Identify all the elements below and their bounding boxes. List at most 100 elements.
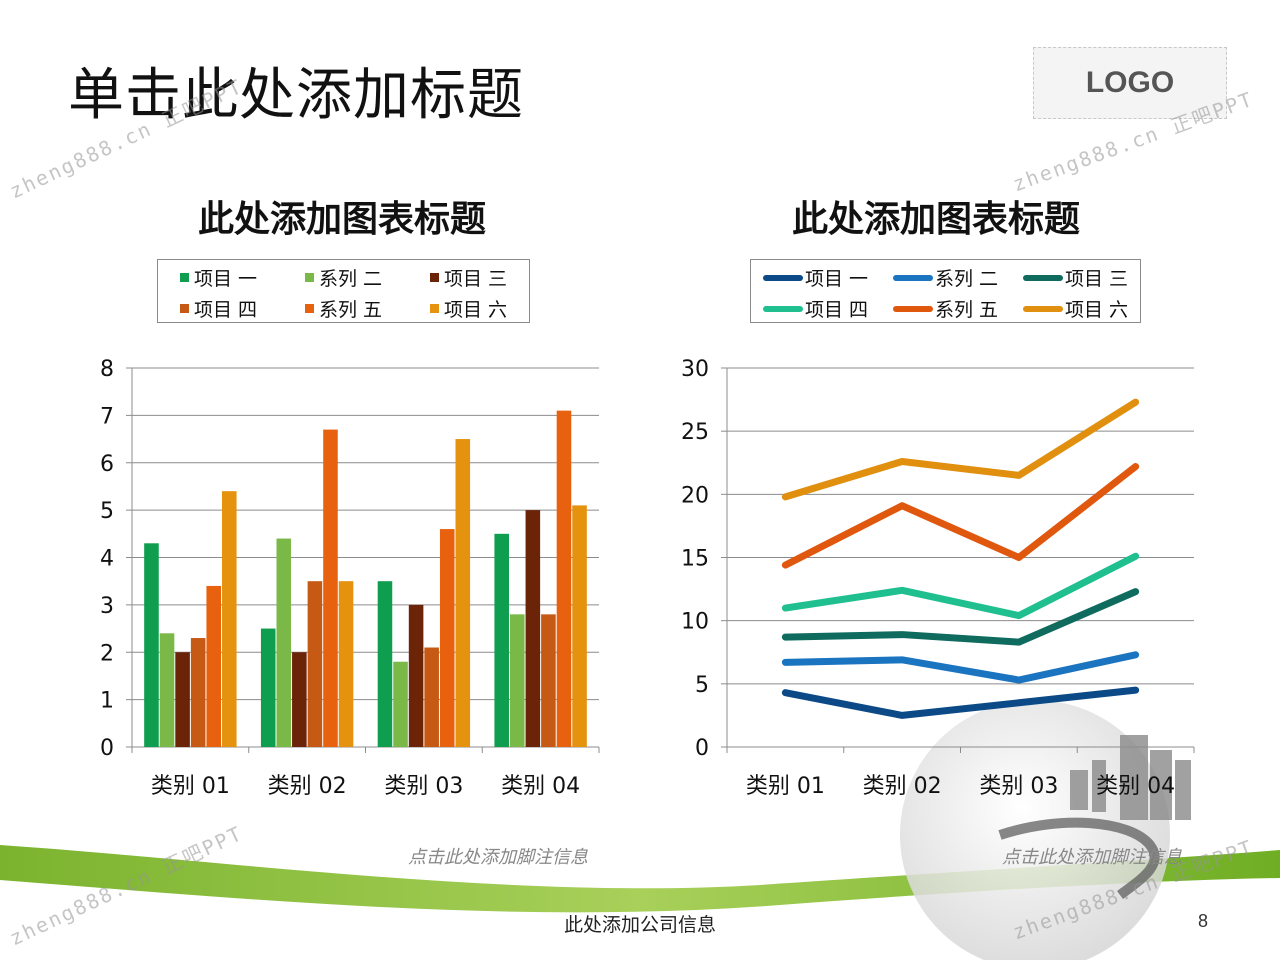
line-ytick-label: 20 <box>681 483 709 508</box>
series-line <box>781 588 1140 646</box>
legend-label: 项目 四 <box>805 299 869 321</box>
bar <box>525 510 541 747</box>
bar <box>338 581 354 747</box>
bar-ytick-label: 4 <box>100 547 114 572</box>
legend-swatch <box>893 305 933 312</box>
legend-item: 项目 三 <box>430 264 507 291</box>
bar-ytick-label: 7 <box>100 404 114 429</box>
line-chart-legend: 项目 一 系列 二 项目 三项目 四 系列 五 项目 六 <box>750 259 1141 323</box>
legend-swatch <box>180 304 189 313</box>
line-xtick-label: 类别 01 <box>746 774 825 799</box>
series-line <box>781 651 1140 684</box>
legend-label: 项目 一 <box>194 268 258 290</box>
logo-placeholder[interactable]: LOGO <box>1033 47 1227 119</box>
bar-ytick-label: 0 <box>100 736 114 761</box>
bar <box>190 638 206 747</box>
bar <box>377 581 393 747</box>
legend-swatch <box>1023 274 1063 281</box>
bar-ytick-label: 5 <box>100 499 114 524</box>
bar <box>455 439 471 747</box>
series-line <box>781 686 1140 719</box>
bar <box>206 585 222 747</box>
bar <box>494 533 509 747</box>
legend-item: 项目 四 <box>763 295 868 322</box>
line-ytick-label: 25 <box>681 420 709 445</box>
legend-swatch <box>430 304 439 313</box>
line-chart-title[interactable]: 此处添加图表标题 <box>791 199 1080 240</box>
bar-ytick-label: 8 <box>100 357 114 382</box>
bar-xtick-label: 类别 04 <box>501 774 580 799</box>
legend-label: 项目 三 <box>1065 268 1129 290</box>
series-line <box>781 463 1140 569</box>
bar-ytick-label: 1 <box>100 689 114 714</box>
line-ytick-label: 15 <box>681 547 709 572</box>
legend-item: 系列 二 <box>305 264 382 291</box>
bar-ytick-label: 2 <box>100 641 114 666</box>
legend-swatch <box>893 274 933 281</box>
line-xtick-label: 类别 03 <box>979 774 1058 799</box>
legend-label: 系列 二 <box>935 268 999 290</box>
page-number: 8 <box>1198 911 1209 931</box>
bar-chart-title[interactable]: 此处添加图表标题 <box>197 199 486 240</box>
legend-item: 系列 五 <box>305 295 382 322</box>
bar <box>159 633 175 747</box>
bar-xtick-label: 类别 03 <box>384 774 463 799</box>
slide-title[interactable]: 单击此处添加标题 <box>68 63 524 128</box>
line-ytick-label: 0 <box>695 736 709 761</box>
legend-label: 项目 四 <box>194 299 258 321</box>
legend-swatch <box>180 273 189 282</box>
legend-swatch <box>305 273 314 282</box>
city-image <box>1070 735 1191 820</box>
bar <box>276 538 292 747</box>
bar <box>393 661 408 747</box>
line-ytick-label: 10 <box>681 610 709 635</box>
legend-label: 系列 五 <box>935 299 999 321</box>
bar-xtick-label: 类别 02 <box>268 774 347 799</box>
legend-item: 项目 三 <box>1023 264 1128 291</box>
bar-chart-footnote[interactable]: 点击此处添加脚注信息 <box>408 847 588 868</box>
company-info[interactable]: 此处添加公司信息 <box>563 914 716 936</box>
road-image <box>998 817 1160 900</box>
bar <box>222 491 237 747</box>
line-ytick-label: 5 <box>695 673 709 698</box>
bar <box>323 429 338 747</box>
line-xtick-label: 类别 02 <box>863 774 942 799</box>
bar <box>541 614 556 747</box>
bar <box>439 529 455 747</box>
line-chart-footnote[interactable]: 点击此处添加脚注信息 <box>1002 847 1182 868</box>
bar <box>307 581 323 747</box>
bar-chart-legend: 项目 一 系列 二 项目 三项目 四 系列 五 项目 六 <box>157 259 530 323</box>
bar <box>556 410 572 747</box>
legend-label: 系列 五 <box>319 299 383 321</box>
legend-label: 项目 三 <box>444 268 508 290</box>
bar <box>424 647 439 747</box>
line-xtick-label: 类别 04 <box>1096 774 1175 799</box>
legend-swatch <box>1023 305 1063 312</box>
legend-swatch <box>430 273 439 282</box>
bar <box>292 652 307 747</box>
bar <box>175 652 190 747</box>
bar <box>572 505 587 747</box>
legend-label: 系列 二 <box>319 268 383 290</box>
legend-item: 系列 二 <box>893 264 998 291</box>
bar <box>260 628 276 747</box>
bar-ytick-label: 3 <box>100 594 114 619</box>
legend-swatch <box>763 305 803 312</box>
series-line <box>781 552 1140 620</box>
bar-xtick-label: 类别 01 <box>151 774 230 799</box>
bar <box>144 543 159 747</box>
legend-swatch <box>305 304 314 313</box>
bar <box>408 604 424 747</box>
legend-item: 项目 六 <box>430 295 507 322</box>
bar <box>509 614 525 747</box>
line-ytick-label: 30 <box>681 357 709 382</box>
legend-item: 项目 一 <box>180 264 257 291</box>
legend-label: 项目 六 <box>1065 299 1129 321</box>
legend-label: 项目 一 <box>805 268 869 290</box>
legend-item: 项目 四 <box>180 295 257 322</box>
legend-item: 项目 六 <box>1023 295 1128 322</box>
legend-label: 项目 六 <box>444 299 508 321</box>
bar-ytick-label: 6 <box>100 452 114 477</box>
